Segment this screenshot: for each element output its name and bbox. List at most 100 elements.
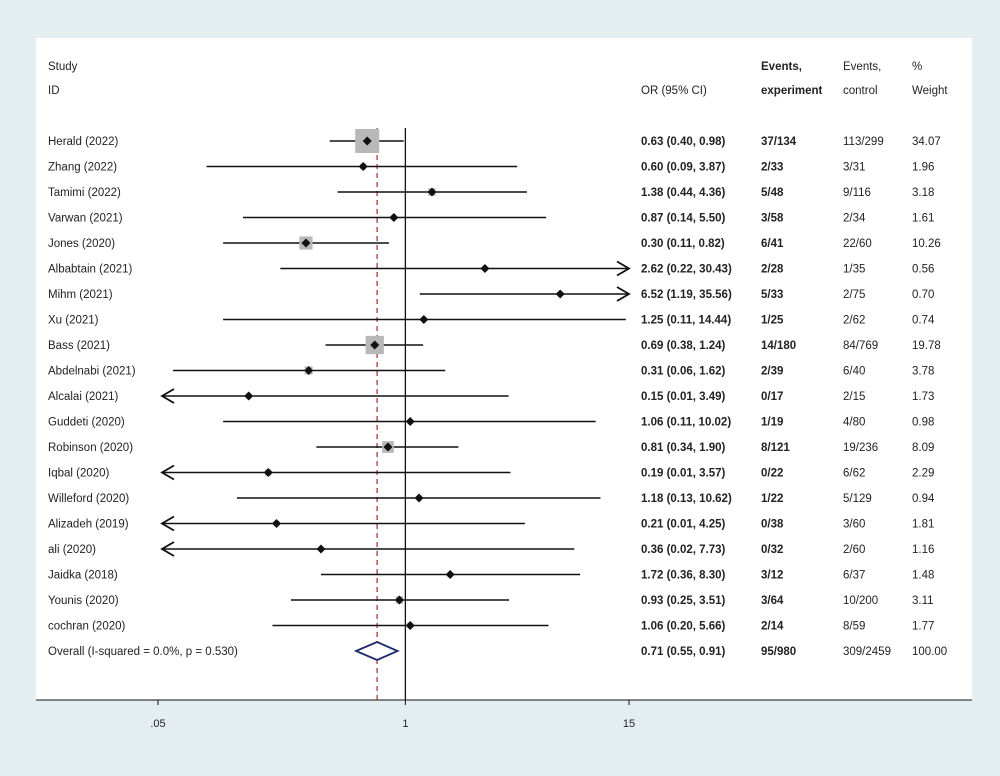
ci-arrow-right (616, 286, 631, 302)
point-estimate (358, 162, 368, 171)
x-tick-label-2: 15 (623, 718, 635, 730)
events-exp-value: 1/19 (761, 417, 783, 429)
study-label: Abdelnabi (2021) (48, 366, 136, 378)
overall-label: Overall (I-squared = 0.0%, p = 0.530) (48, 646, 238, 658)
or-ci-value: 0.15 (0.01, 3.49) (641, 391, 726, 403)
study-label: cochran (2020) (48, 621, 126, 633)
study-label: Mihm (2021) (48, 289, 113, 301)
study-label: Varwan (2021) (48, 213, 123, 225)
events-exp-value: 0/32 (761, 544, 783, 556)
events-ctrl-value: 6/37 (843, 570, 865, 582)
header-weight-2: Weight (912, 85, 948, 97)
or-ci-value: 1.38 (0.44, 4.36) (641, 187, 726, 199)
study-label: Herald (2022) (48, 136, 118, 148)
events-ctrl-value: 6/62 (843, 468, 865, 480)
events-ctrl-value: 2/15 (843, 391, 865, 403)
study-label: ali (2020) (48, 544, 96, 556)
events-exp-value: 0/17 (761, 391, 783, 403)
events-exp-value: 37/134 (761, 136, 797, 148)
or-ci-value: 0.69 (0.38, 1.24) (641, 340, 726, 352)
header-events-exp-2: experiment (761, 85, 823, 97)
or-ci-value: 0.63 (0.40, 0.98) (641, 136, 726, 148)
ci-arrow-right (616, 260, 631, 277)
events-ctrl-value: 9/116 (843, 187, 871, 199)
header-study: Study (48, 61, 78, 73)
events-exp-value: 3/12 (761, 570, 783, 582)
weight-value: 34.07 (912, 136, 941, 148)
events-exp-value: 0/22 (761, 468, 783, 480)
point-estimate (414, 493, 424, 503)
overall-events-exp: 95/980 (761, 646, 796, 658)
weight-value: 3.78 (912, 366, 934, 378)
x-tick-label-0: .05 (150, 718, 165, 730)
events-ctrl-value: 6/40 (843, 366, 865, 378)
weight-value: 0.70 (912, 289, 934, 301)
study-label: Albabtain (2021) (48, 264, 133, 276)
point-estimate (244, 391, 254, 401)
events-ctrl-value: 2/34 (843, 213, 866, 225)
events-ctrl-value: 3/31 (843, 162, 865, 174)
point-estimate (555, 289, 565, 299)
events-exp-value: 14/180 (761, 340, 796, 352)
weight-value: 1.48 (912, 570, 934, 582)
events-ctrl-value: 8/59 (843, 621, 865, 633)
header-events-ctrl-1: Events, (843, 61, 881, 73)
or-ci-value: 0.81 (0.34, 1.90) (641, 442, 726, 454)
ci-arrow-left (160, 515, 175, 532)
point-estimate (383, 442, 393, 452)
study-label: Zhang (2022) (48, 162, 117, 174)
or-ci-value: 0.31 (0.06, 1.62) (641, 366, 726, 378)
events-ctrl-value: 22/60 (843, 238, 872, 250)
study-label: Xu (2021) (48, 315, 99, 327)
weight-value: 0.56 (912, 264, 934, 276)
overall-or-ci: 0.71 (0.55, 0.91) (641, 646, 726, 658)
or-ci-value: 0.60 (0.09, 3.87) (641, 162, 726, 174)
events-exp-value: 3/58 (761, 213, 784, 225)
or-ci-value: 0.93 (0.25, 3.51) (641, 595, 726, 607)
forest-plot-panel (36, 38, 972, 700)
events-ctrl-value: 113/299 (843, 136, 884, 148)
overall-diamond (353, 641, 400, 661)
overall-weight: 100.00 (912, 646, 947, 658)
point-estimate (370, 340, 380, 350)
study-label: Bass (2021) (48, 340, 110, 352)
weight-value: 3.11 (912, 595, 934, 607)
events-ctrl-value: 2/60 (843, 544, 865, 556)
or-ci-value: 2.62 (0.22, 30.43) (641, 264, 732, 276)
ci-arrow-left (160, 388, 175, 404)
or-ci-value: 0.36 (0.02, 7.73) (641, 544, 726, 556)
point-estimate (389, 213, 399, 222)
or-ci-value: 1.25 (0.11, 14.44) (641, 315, 731, 327)
weight-value: 1.96 (912, 162, 934, 174)
ci-arrow-left (160, 541, 175, 557)
events-exp-value: 2/28 (761, 264, 784, 276)
header-events-ctrl-2: control (843, 85, 878, 97)
events-ctrl-value: 84/769 (843, 340, 878, 352)
point-estimate (394, 595, 404, 605)
weight-value: 1.61 (912, 213, 934, 225)
events-exp-value: 2/14 (761, 621, 784, 633)
events-ctrl-value: 2/75 (843, 289, 865, 301)
point-estimate (405, 621, 415, 630)
x-tick-label-1: 1 (402, 718, 408, 730)
or-ci-value: 1.18 (0.13, 10.62) (641, 493, 732, 505)
weight-value: 2.29 (912, 468, 934, 480)
events-exp-value: 1/25 (761, 315, 784, 327)
events-exp-value: 0/38 (761, 519, 784, 531)
point-estimate (263, 468, 273, 477)
weight-value: 8.09 (912, 442, 934, 454)
events-ctrl-value: 5/129 (843, 493, 872, 505)
point-estimate (316, 544, 326, 554)
weight-value: 1.16 (912, 544, 934, 556)
events-ctrl-value: 2/62 (843, 315, 865, 327)
point-estimate (301, 238, 311, 248)
study-label: Alizadeh (2019) (48, 519, 129, 531)
weight-value: 0.74 (912, 315, 935, 327)
header-id: ID (48, 85, 60, 97)
events-exp-value: 8/121 (761, 442, 790, 454)
events-exp-value: 3/64 (761, 595, 784, 607)
study-label: Iqbal (2020) (48, 468, 110, 480)
study-label: Jaidka (2018) (48, 570, 118, 582)
or-ci-value: 1.06 (0.11, 10.02) (641, 417, 731, 429)
